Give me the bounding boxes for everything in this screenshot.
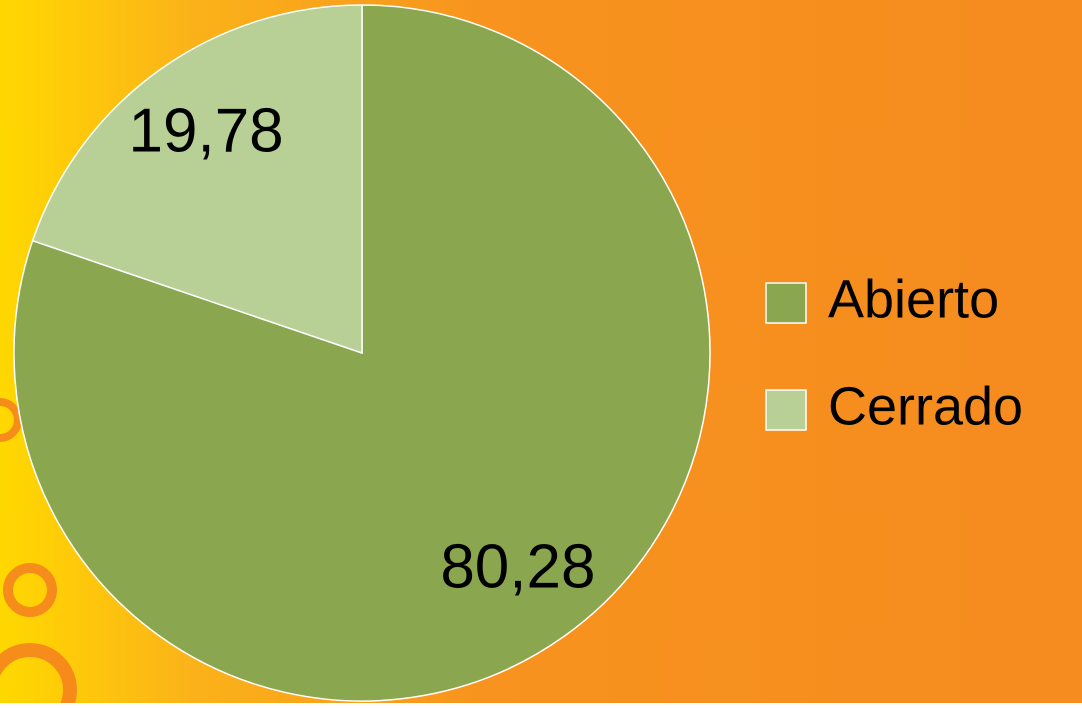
data-label: 19,78 xyxy=(129,96,284,165)
legend-label: Cerrado xyxy=(828,376,1023,436)
data-label: 80,28 xyxy=(440,532,595,601)
legend-swatch xyxy=(765,282,807,324)
legend-swatch xyxy=(765,389,807,431)
legend-label: Abierto xyxy=(828,269,999,329)
decoration xyxy=(0,398,77,708)
pie-slice xyxy=(31,4,363,355)
pie: 80,28 19,78 xyxy=(13,4,711,702)
legend: Abierto Cerrado xyxy=(765,269,1023,436)
